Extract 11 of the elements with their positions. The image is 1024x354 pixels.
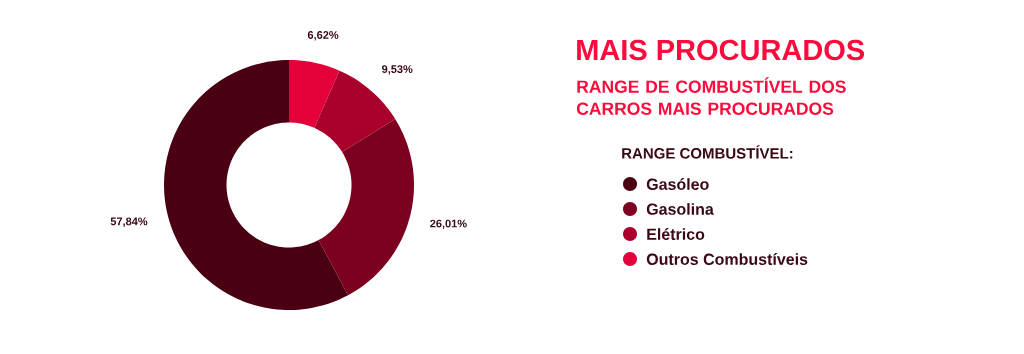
data-label: 26,01% xyxy=(430,219,467,230)
data-label: 9,53% xyxy=(382,65,413,75)
chart-title: MAIS PROCURADOS xyxy=(577,39,865,61)
legend-label: Gasóleo xyxy=(646,178,709,190)
legend-label: Gasolina xyxy=(646,203,714,215)
legend-title: RANGE COMBUSTÍVEL: xyxy=(622,145,793,159)
legend-label: Outros Combustíveis xyxy=(646,253,808,265)
text: RANGE DE COMBUSTÍVEL DOS CARROS MAIS PROCURADOS xyxy=(576,77,846,115)
data-label: 57,84% xyxy=(110,217,148,227)
data-label: 6,62% xyxy=(307,31,339,41)
legend-label: Elétrico xyxy=(647,228,705,240)
